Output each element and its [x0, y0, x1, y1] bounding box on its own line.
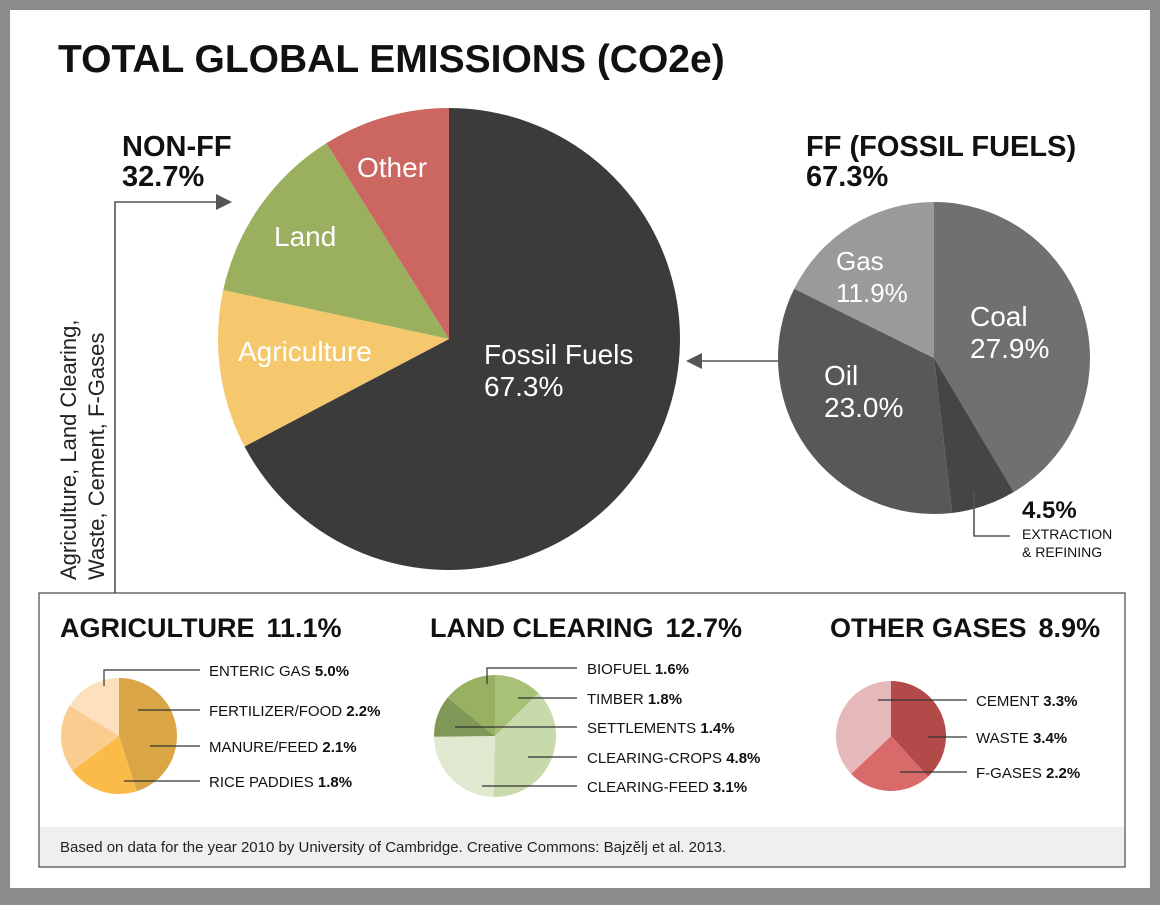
extraction-value: 4.5%: [1022, 497, 1077, 524]
other-slice-f-gases: [851, 736, 929, 791]
footer-text: Based on data for the year 2010 by Unive…: [60, 839, 726, 856]
ff-value-oil: 23.0%: [824, 392, 903, 423]
land-legend-settlements: SETTLEMENTS 1.4%: [587, 720, 735, 737]
page-title: TOTAL GLOBAL EMISSIONS (CO2e): [58, 38, 725, 81]
land-slice-biofuel: [495, 675, 539, 736]
ff-slice-item-1: [934, 358, 1014, 513]
connector-line: [114, 201, 218, 593]
ff-label-coal: Coal: [970, 301, 1028, 332]
other-legend-waste: WASTE 3.4%: [976, 730, 1067, 747]
land-legend-timber: TIMBER 1.8%: [587, 691, 682, 708]
extraction-note-line2: & REFINING: [1022, 544, 1102, 560]
agri-title: AGRICULTURE 11.1%: [60, 613, 342, 643]
other-slice-waste: [891, 681, 946, 777]
agri-slice-enteric-gas: [119, 678, 177, 792]
ff-arrowhead: [686, 353, 702, 369]
agri-legend-fertilizer: FERTILIZER/FOOD 2.2%: [209, 703, 380, 720]
land-legend-biofuel: BIOFUEL 1.6%: [587, 661, 689, 678]
main-pie: [217, 108, 680, 570]
agri-slice-fertilizer-food: [72, 736, 137, 795]
other-gases-pie: [835, 681, 946, 791]
slice-value-fossil: 67.3%: [484, 371, 563, 402]
ff-slice-oil: [777, 288, 953, 514]
land-leader-biofuel: [486, 667, 577, 684]
ff-value-gas: 11.9%: [836, 278, 908, 308]
slice-label-agriculture: Agriculture: [238, 336, 372, 367]
agri-legend-manure: MANURE/FEED 2.1%: [209, 739, 357, 756]
land-slice-clearing-crops: [493, 693, 556, 797]
agriculture-pie: [60, 678, 177, 795]
agri-slice-rice-paddies: [69, 678, 119, 736]
ff-title: FF (FOSSIL FUELS): [806, 131, 1076, 163]
side-note-line2: Waste, Cement, F-Gases: [84, 333, 109, 580]
land-legend-feed: CLEARING-FEED 3.1%: [587, 779, 747, 796]
footer-band: [40, 827, 1124, 866]
extraction-note-line1: EXTRACTION: [1022, 526, 1112, 542]
slice-label-fossil: Fossil Fuels: [484, 339, 633, 370]
land-slice-timber: [447, 675, 495, 736]
nonff-value: 32.7%: [122, 161, 204, 193]
ff-label-gas: Gas: [836, 246, 884, 276]
agri-slice-manure-feed: [60, 705, 119, 771]
ff-label-oil: Oil: [824, 360, 858, 391]
ff-pie: [777, 202, 1090, 514]
land-title: LAND CLEARING 12.7%: [430, 613, 742, 643]
side-note: Agriculture, Land Clearing, Waste, Cemen…: [56, 320, 109, 580]
main-slice-fossil-fuels: [244, 108, 680, 570]
other-legend-cement: CEMENT 3.3%: [976, 693, 1077, 710]
land-slice-clearing-feed: [434, 736, 495, 797]
extraction-leader: [973, 492, 1010, 537]
agri-legend-rice: RICE PADDIES 1.8%: [209, 774, 352, 791]
other-title: OTHER GASES 8.9%: [830, 613, 1100, 643]
nonff-label: NON-FF: [122, 131, 232, 163]
main-slice-land: [223, 143, 449, 339]
other-slice-cement: [835, 681, 891, 774]
ff-subtitle: 67.3%: [806, 161, 888, 193]
side-note-line1: Agriculture, Land Clearing,: [56, 320, 81, 580]
land-clearing-pie: [434, 675, 556, 797]
ff-value-coal: 27.9%: [970, 333, 1049, 364]
main-slice-other: [326, 108, 449, 339]
other-legend-fgases: F-GASES 2.2%: [976, 765, 1080, 782]
connector-arrowhead: [216, 194, 232, 210]
slice-label-other: Other: [357, 152, 427, 183]
main-slice-agriculture: [217, 290, 449, 447]
agri-leader-enteric: [103, 669, 200, 686]
agri-legend-enteric: ENTERIC GAS 5.0%: [209, 663, 349, 680]
ff-slice-coal: [934, 202, 1090, 493]
land-legend-crops: CLEARING-CROPS 4.8%: [587, 750, 760, 767]
slice-label-land: Land: [274, 221, 336, 252]
ff-slice-gas: [794, 202, 934, 358]
